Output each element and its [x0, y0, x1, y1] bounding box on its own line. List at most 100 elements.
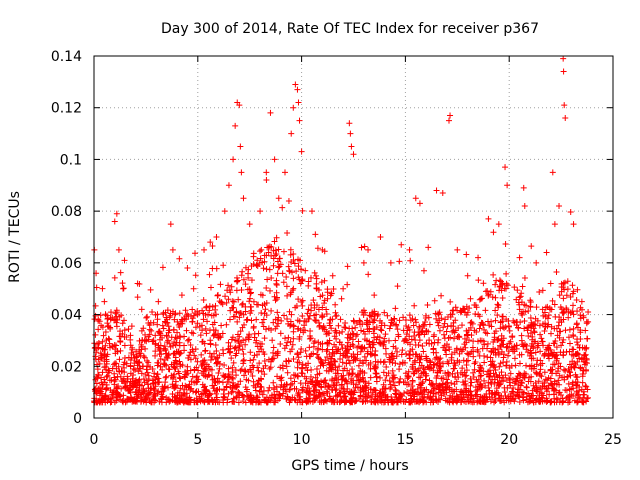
data-point [497, 342, 504, 349]
data-point [119, 320, 126, 327]
data-point [442, 370, 449, 377]
data-point [458, 348, 465, 355]
data-point [290, 275, 297, 282]
data-point [193, 373, 200, 380]
data-point [193, 374, 200, 381]
data-point [394, 326, 401, 333]
data-point [170, 363, 177, 370]
data-point [156, 398, 163, 405]
data-point [255, 399, 262, 406]
data-point [127, 342, 134, 349]
data-point [342, 324, 349, 331]
data-point [349, 371, 356, 378]
data-point [256, 360, 263, 367]
data-point [150, 319, 157, 326]
data-point [191, 366, 198, 373]
data-point [122, 384, 129, 391]
data-point [433, 315, 440, 322]
data-point [454, 246, 461, 253]
data-point [495, 350, 502, 357]
data-point [180, 399, 187, 406]
data-point [100, 332, 107, 339]
data-point [561, 279, 568, 286]
data-point [125, 326, 132, 333]
data-point [463, 327, 470, 334]
data-point [428, 396, 435, 403]
data-point [200, 357, 207, 364]
data-point [179, 320, 186, 327]
data-point [315, 306, 322, 313]
data-point [221, 394, 228, 401]
data-point [351, 318, 358, 325]
data-point [194, 358, 201, 365]
data-point [463, 303, 470, 310]
data-point [360, 328, 367, 335]
data-point [388, 394, 395, 401]
data-point [266, 266, 273, 273]
data-point [350, 317, 357, 324]
data-point [532, 380, 539, 387]
data-point [333, 379, 340, 386]
data-point [470, 369, 477, 376]
data-point [389, 367, 396, 374]
data-point [298, 266, 305, 273]
data-point [541, 309, 548, 316]
data-point [366, 325, 373, 332]
data-point [165, 337, 172, 344]
data-point [104, 372, 111, 379]
data-point [181, 386, 188, 393]
data-point [293, 268, 300, 275]
data-point [229, 398, 236, 405]
data-point [240, 311, 247, 318]
data-point [377, 340, 384, 347]
data-point [392, 360, 399, 367]
data-point [492, 349, 499, 356]
x-tick-label: 10 [293, 432, 311, 448]
data-point [498, 369, 505, 376]
data-point [448, 356, 455, 363]
data-point [289, 287, 296, 294]
data-point [461, 381, 468, 388]
data-point [316, 391, 323, 398]
data-point [244, 386, 251, 393]
data-point [523, 302, 530, 309]
data-point [540, 392, 547, 399]
data-point [539, 306, 546, 313]
data-point [406, 326, 413, 333]
data-point [104, 315, 111, 322]
data-point [432, 310, 439, 317]
data-point [550, 385, 557, 392]
data-point [324, 339, 331, 346]
data-point [166, 398, 173, 405]
data-point [523, 393, 530, 400]
data-point [302, 267, 309, 274]
data-point [148, 327, 155, 334]
data-point [459, 365, 466, 372]
data-point [308, 379, 315, 386]
data-point [326, 351, 333, 358]
data-point [471, 366, 478, 373]
y-axis-label: ROTI / TECUs [7, 191, 23, 283]
data-point [449, 328, 456, 335]
data-point [174, 318, 181, 325]
data-point [163, 354, 170, 361]
data-point [210, 332, 217, 339]
data-point [112, 310, 119, 317]
data-point [292, 304, 299, 311]
data-point [504, 182, 511, 189]
data-point [323, 348, 330, 355]
data-point [394, 398, 401, 405]
data-point [399, 347, 406, 354]
data-point [537, 386, 544, 393]
data-point [447, 112, 454, 119]
data-point [120, 397, 127, 404]
data-point [135, 368, 142, 375]
data-point [209, 303, 216, 310]
data-point [381, 309, 388, 316]
data-point [133, 348, 140, 355]
data-point [200, 297, 207, 304]
data-point [556, 292, 563, 299]
data-point [284, 292, 291, 299]
data-point [539, 287, 546, 294]
data-point [411, 370, 418, 377]
